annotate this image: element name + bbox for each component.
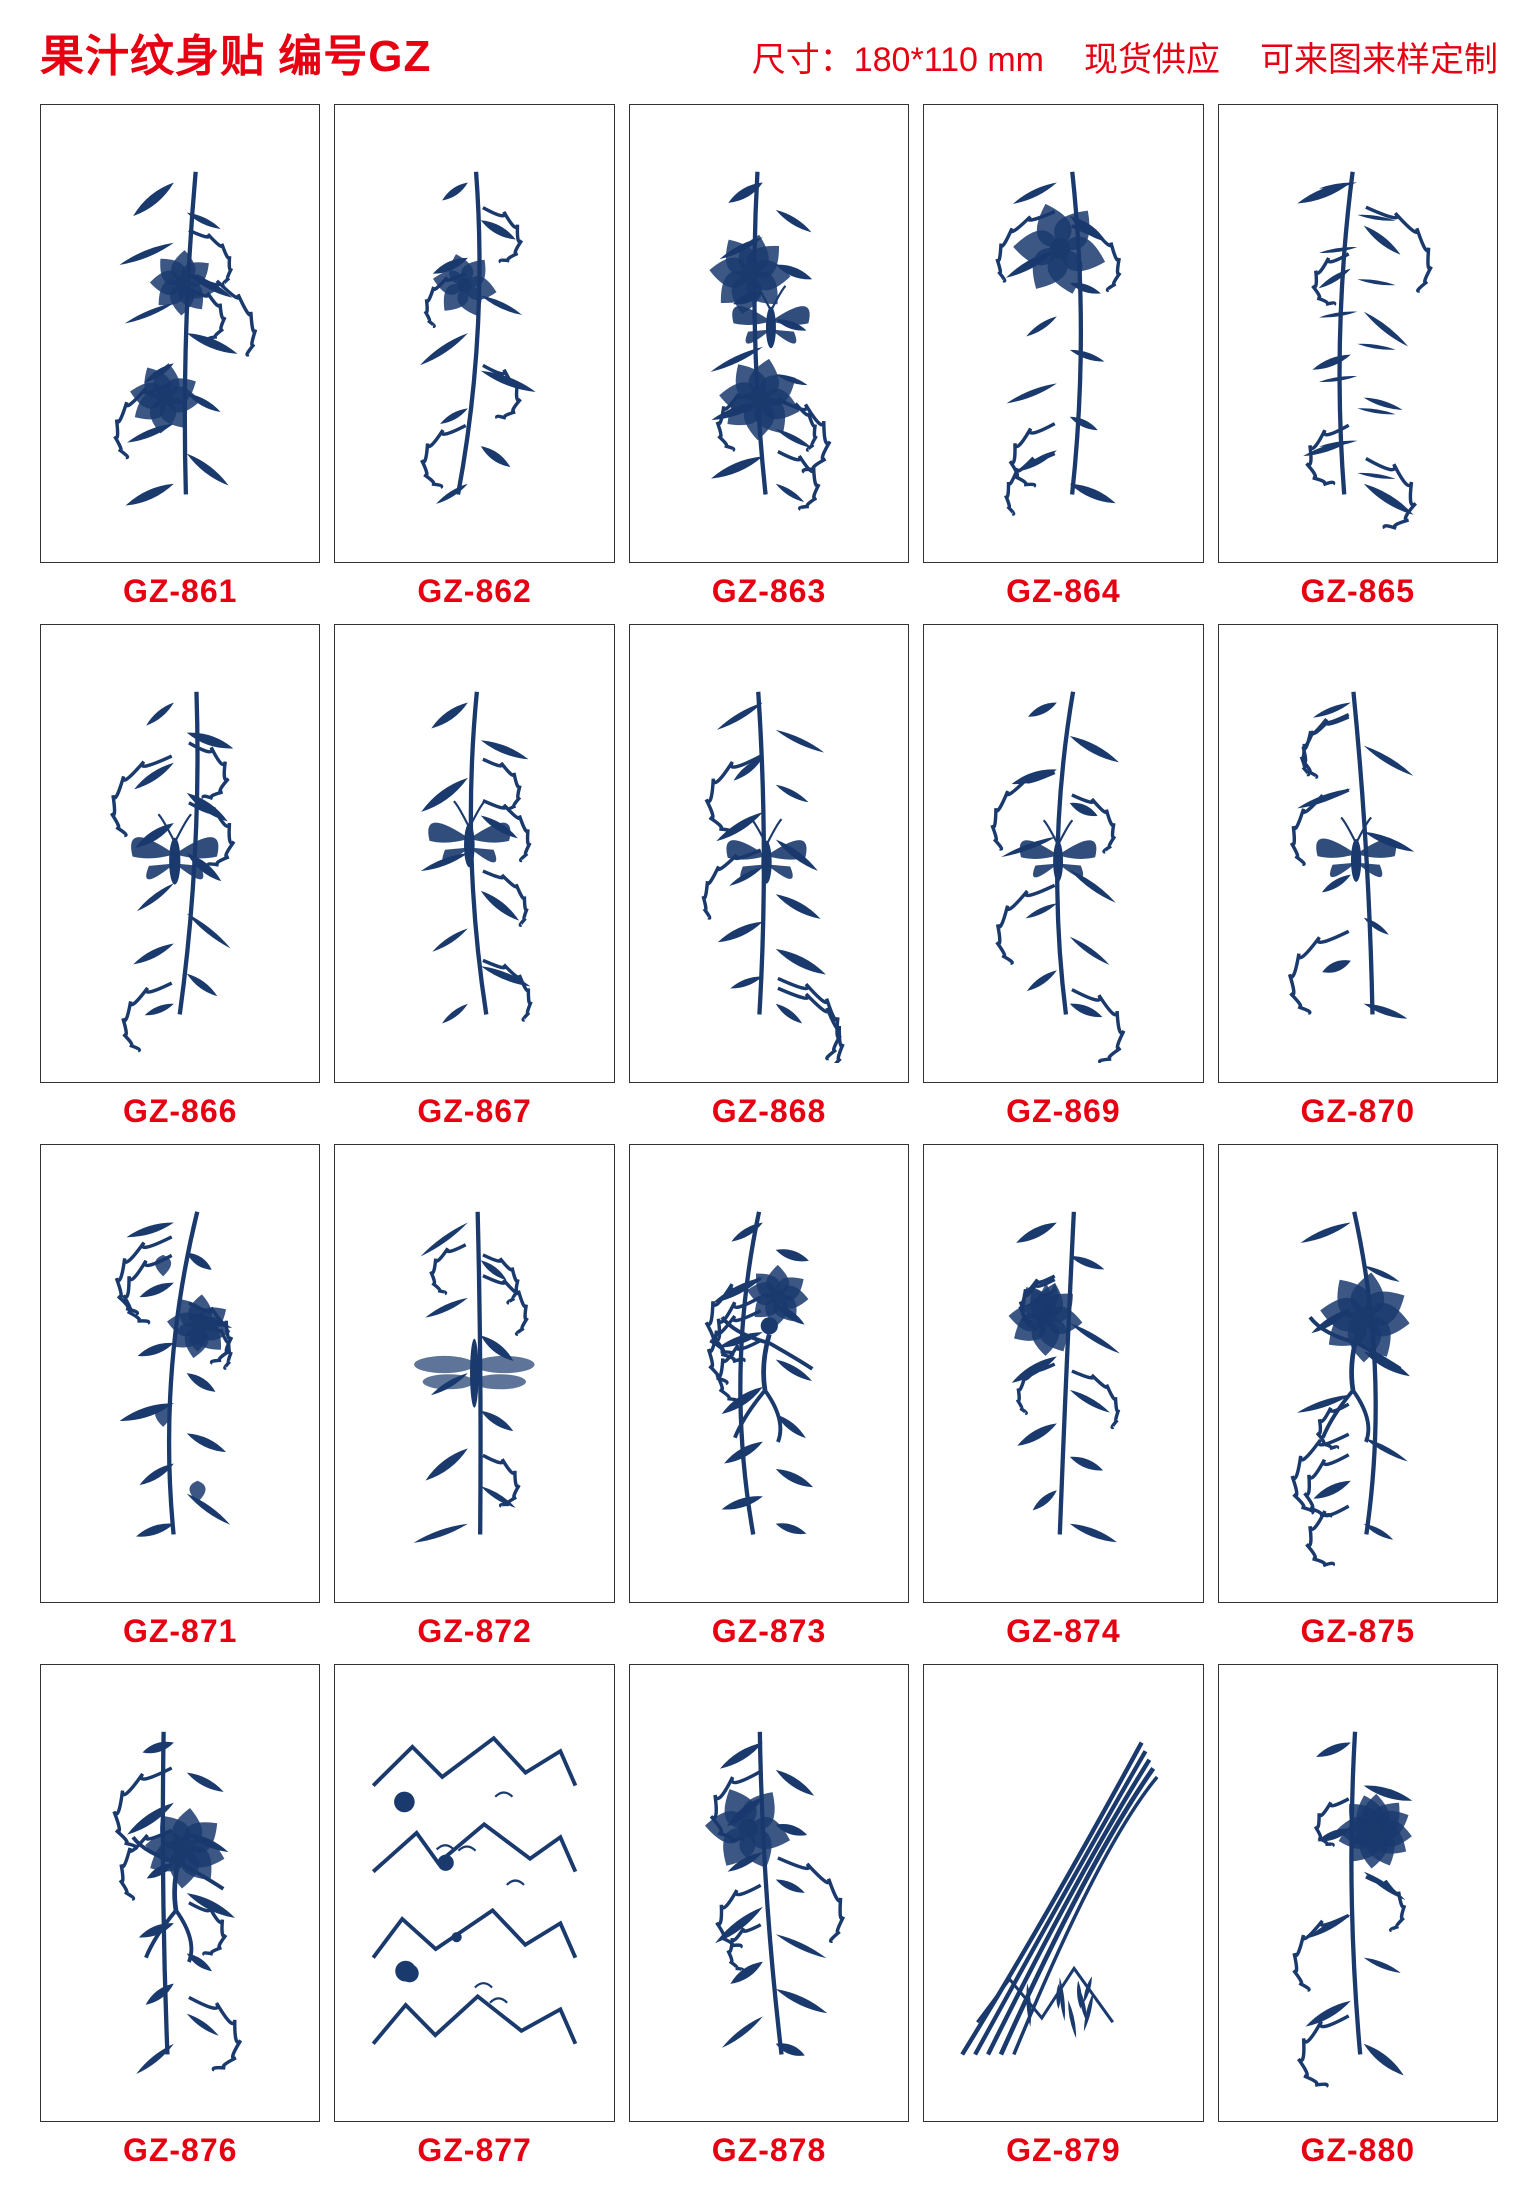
product-thumb — [1218, 1144, 1498, 1603]
catalog-meta: 尺寸：180*110 mm 现货供应 可来图来样定制 — [752, 32, 1498, 81]
product-thumb — [40, 104, 320, 563]
product-cell: GZ-867 — [334, 624, 614, 1130]
product-code: GZ-872 — [417, 1613, 531, 1650]
product-cell: GZ-869 — [923, 624, 1203, 1130]
product-cell: GZ-868 — [629, 624, 909, 1130]
size-label: 尺寸：180*110 mm — [752, 32, 1044, 81]
product-thumb — [923, 624, 1203, 1083]
product-thumb — [40, 1664, 320, 2123]
product-code: GZ-867 — [417, 1093, 531, 1130]
product-code: GZ-870 — [1301, 1093, 1415, 1130]
stock-label: 现货供应 — [1084, 32, 1220, 81]
custom-label: 可来图来样定制 — [1260, 32, 1498, 81]
product-thumb — [629, 1144, 909, 1603]
product-code: GZ-876 — [123, 2132, 237, 2169]
product-code: GZ-877 — [417, 2132, 531, 2169]
product-cell: GZ-864 — [923, 104, 1203, 610]
catalog-header: 果汁纹身贴 编号GZ 尺寸：180*110 mm 现货供应 可来图来样定制 — [0, 0, 1538, 94]
product-cell: GZ-873 — [629, 1144, 909, 1650]
product-thumb — [923, 104, 1203, 563]
product-code: GZ-869 — [1006, 1093, 1120, 1130]
product-cell: GZ-866 — [40, 624, 320, 1130]
product-cell: GZ-871 — [40, 1144, 320, 1650]
product-code: GZ-863 — [712, 573, 826, 610]
product-cell: GZ-876 — [40, 1664, 320, 2170]
product-cell: GZ-879 — [923, 1664, 1203, 2170]
product-cell: GZ-862 — [334, 104, 614, 610]
product-code: GZ-865 — [1301, 573, 1415, 610]
product-thumb — [923, 1664, 1203, 2123]
product-thumb — [334, 104, 614, 563]
product-thumb — [1218, 1664, 1498, 2123]
product-cell: GZ-875 — [1218, 1144, 1498, 1650]
product-thumb — [923, 1144, 1203, 1603]
product-code: GZ-864 — [1006, 573, 1120, 610]
product-code: GZ-861 — [123, 573, 237, 610]
product-grid: GZ-861 GZ-862 GZ-863 GZ-864 GZ-865 GZ-866 GZ-8… — [0, 94, 1538, 2199]
product-thumb — [334, 624, 614, 1083]
product-cell: GZ-872 — [334, 1144, 614, 1650]
catalog-title: 果汁纹身贴 编号GZ — [40, 20, 431, 84]
product-cell: GZ-870 — [1218, 624, 1498, 1130]
product-code: GZ-878 — [712, 2132, 826, 2169]
product-cell: GZ-861 — [40, 104, 320, 610]
product-cell: GZ-874 — [923, 1144, 1203, 1650]
product-thumb — [334, 1664, 614, 2123]
product-cell: GZ-880 — [1218, 1664, 1498, 2170]
product-thumb — [40, 624, 320, 1083]
product-thumb — [629, 1664, 909, 2123]
product-thumb — [1218, 104, 1498, 563]
product-thumb — [40, 1144, 320, 1603]
product-cell: GZ-877 — [334, 1664, 614, 2170]
product-code: GZ-866 — [123, 1093, 237, 1130]
product-code: GZ-862 — [417, 573, 531, 610]
product-code: GZ-874 — [1006, 1613, 1120, 1650]
product-code: GZ-868 — [712, 1093, 826, 1130]
product-cell: GZ-865 — [1218, 104, 1498, 610]
product-code: GZ-871 — [123, 1613, 237, 1650]
product-cell: GZ-878 — [629, 1664, 909, 2170]
product-thumb — [629, 104, 909, 563]
product-code: GZ-875 — [1301, 1613, 1415, 1650]
product-thumb — [629, 624, 909, 1083]
product-code: GZ-873 — [712, 1613, 826, 1650]
product-code: GZ-879 — [1006, 2132, 1120, 2169]
product-thumb — [1218, 624, 1498, 1083]
product-cell: GZ-863 — [629, 104, 909, 610]
product-thumb — [334, 1144, 614, 1603]
product-code: GZ-880 — [1301, 2132, 1415, 2169]
